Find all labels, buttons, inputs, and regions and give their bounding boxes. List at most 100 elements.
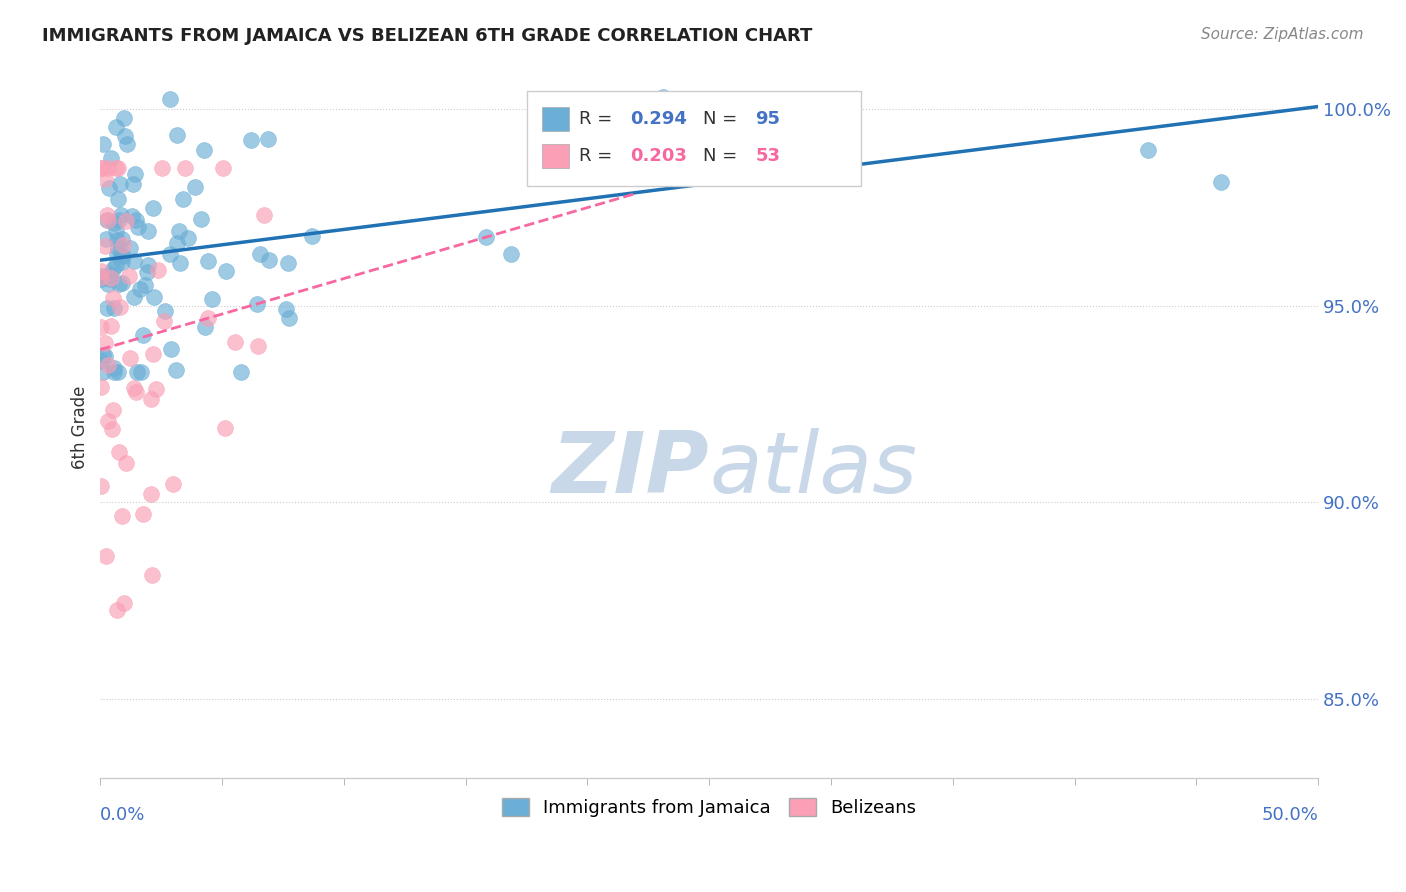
Point <box>224 335 246 350</box>
Bar <box>543 144 569 169</box>
Point <box>94 335 117 350</box>
Point <box>93 172 115 186</box>
Point <box>129 366 152 380</box>
Point <box>114 213 136 227</box>
Point <box>105 259 128 273</box>
Point <box>105 120 128 134</box>
Point <box>475 229 498 244</box>
Point <box>150 161 173 175</box>
Bar <box>543 107 569 131</box>
Point <box>159 342 181 356</box>
Point <box>122 254 145 268</box>
Point <box>231 365 253 379</box>
Point <box>1136 143 1159 157</box>
Point <box>112 238 135 252</box>
Point <box>100 271 122 285</box>
Point <box>167 224 190 238</box>
Point <box>96 232 118 246</box>
Text: 95: 95 <box>755 110 780 128</box>
Point <box>127 366 149 380</box>
Point <box>162 477 184 491</box>
Point <box>91 136 114 151</box>
Point <box>111 232 134 246</box>
Point <box>105 161 128 175</box>
Point <box>110 208 132 222</box>
Point <box>105 234 128 248</box>
Point <box>110 249 132 263</box>
Point <box>153 304 176 318</box>
Point <box>97 413 120 427</box>
Point <box>90 354 112 368</box>
Point <box>127 219 149 234</box>
Point <box>169 255 191 269</box>
Point <box>142 201 165 215</box>
Point <box>96 301 118 315</box>
Point <box>118 269 141 284</box>
Point <box>136 265 159 279</box>
Point <box>159 246 181 260</box>
Point <box>153 314 176 328</box>
Point <box>159 92 181 106</box>
Text: 0.0%: 0.0% <box>100 805 146 823</box>
Text: IMMIGRANTS FROM JAMAICA VS BELIZEAN 6TH GRADE CORRELATION CHART: IMMIGRANTS FROM JAMAICA VS BELIZEAN 6TH … <box>42 27 813 45</box>
Point <box>201 293 224 307</box>
Point <box>128 282 150 296</box>
Point <box>96 549 118 564</box>
Point <box>184 180 207 194</box>
Point <box>606 107 628 121</box>
Point <box>107 161 129 175</box>
Point <box>134 277 156 292</box>
Point <box>90 379 112 393</box>
Point <box>564 154 586 169</box>
Point <box>115 456 138 470</box>
Text: Source: ZipAtlas.com: Source: ZipAtlas.com <box>1201 27 1364 42</box>
Point <box>111 249 134 263</box>
Text: R =: R = <box>579 110 619 128</box>
Point <box>105 247 128 261</box>
Point <box>97 277 120 291</box>
Point <box>107 193 129 207</box>
Point <box>136 258 159 272</box>
Point <box>94 239 117 253</box>
Point <box>118 351 141 366</box>
Point <box>122 381 145 395</box>
Point <box>1209 175 1232 189</box>
Point <box>90 272 112 286</box>
Point <box>101 422 124 436</box>
Text: N =: N = <box>703 147 744 165</box>
Text: 53: 53 <box>755 147 780 165</box>
Point <box>98 181 121 195</box>
Point <box>97 213 120 227</box>
Point <box>108 177 131 191</box>
Point <box>103 366 125 380</box>
Point <box>132 328 155 343</box>
Y-axis label: 6th Grade: 6th Grade <box>72 386 89 469</box>
Point <box>90 270 112 285</box>
Point <box>194 319 217 334</box>
Point <box>139 487 162 501</box>
Point <box>142 290 165 304</box>
Point <box>98 272 121 286</box>
Point <box>193 143 215 157</box>
Point <box>108 213 131 227</box>
Point <box>100 319 122 334</box>
Text: N =: N = <box>703 110 744 128</box>
Point <box>107 241 129 255</box>
Point <box>91 366 114 380</box>
Point <box>576 161 599 175</box>
Point <box>103 301 125 315</box>
Point <box>108 300 131 314</box>
Point <box>100 151 122 165</box>
Point <box>145 382 167 396</box>
Point <box>114 128 136 143</box>
Point <box>278 311 301 326</box>
Point <box>651 90 673 104</box>
Point <box>166 235 188 250</box>
Point <box>101 403 124 417</box>
Point <box>103 215 125 229</box>
Point <box>118 241 141 255</box>
Point <box>121 210 143 224</box>
Point <box>277 256 299 270</box>
Point <box>97 359 120 373</box>
Point <box>501 246 523 260</box>
